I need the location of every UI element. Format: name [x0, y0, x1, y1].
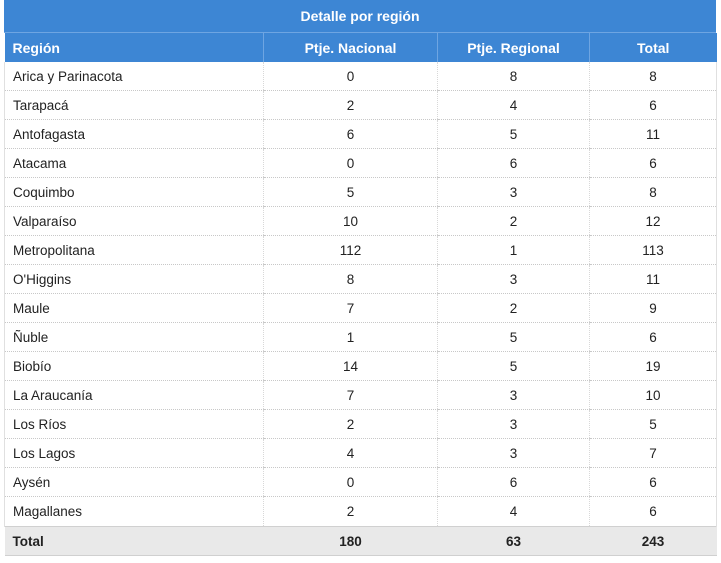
ptje-regional-cell: 3 — [437, 264, 590, 294]
region-name-cell: Aysén — [4, 467, 264, 497]
ptje-nacional-cell: 2 — [263, 496, 438, 527]
total-label: Total — [4, 526, 264, 556]
region-name-cell: Maule — [4, 293, 264, 323]
region-name-cell: Atacama — [4, 148, 264, 178]
ptje-regional-cell: 4 — [437, 90, 590, 120]
ptje-nacional-cell: 2 — [263, 90, 438, 120]
column-header-total[interactable]: Total — [589, 33, 717, 62]
region-name-cell: Biobío — [4, 351, 264, 381]
ptje-regional-cell: 3 — [437, 438, 590, 468]
ptje-nacional-cell: 10 — [263, 206, 438, 236]
ptje-nacional-cell: 1 — [263, 322, 438, 352]
table-row: Los Ríos 2 3 5 — [4, 409, 717, 439]
region-name-cell: Antofagasta — [4, 119, 264, 149]
table-title: Detalle por región — [4, 0, 716, 33]
ptje-regional-cell: 2 — [437, 206, 590, 236]
ptje-regional-cell: 3 — [437, 380, 590, 410]
total-ptje-nacional: 180 — [263, 526, 438, 556]
ptje-nacional-cell: 0 — [263, 148, 438, 178]
total-cell: 19 — [589, 351, 717, 381]
total-cell: 6 — [589, 148, 717, 178]
ptje-nacional-cell: 0 — [263, 467, 438, 497]
header-row: Región Ptje. Nacional Ptje. Regional Tot… — [4, 33, 717, 62]
ptje-nacional-cell: 6 — [263, 119, 438, 149]
column-header-ptje-nacional[interactable]: Ptje. Nacional — [263, 33, 438, 62]
ptje-regional-cell: 8 — [437, 62, 590, 91]
region-name-cell: Ñuble — [4, 322, 264, 352]
total-ptje-regional: 63 — [437, 526, 590, 556]
region-name-cell: La Araucanía — [4, 380, 264, 410]
total-total: 243 — [589, 526, 717, 556]
table-row: Antofagasta 6 5 11 — [4, 119, 717, 149]
ptje-regional-cell: 5 — [437, 119, 590, 149]
table-row: Metropolitana 112 1 113 — [4, 235, 717, 265]
total-cell: 8 — [589, 62, 717, 91]
region-name-cell: Los Lagos — [4, 438, 264, 468]
region-name-cell: Tarapacá — [4, 90, 264, 120]
table-row: Maule 7 2 9 — [4, 293, 717, 323]
ptje-regional-cell: 3 — [437, 177, 590, 207]
total-cell: 12 — [589, 206, 717, 236]
total-cell: 6 — [589, 467, 717, 497]
table-row: Coquimbo 5 3 8 — [4, 177, 717, 207]
ptje-nacional-cell: 7 — [263, 380, 438, 410]
table-row: Tarapacá 2 4 6 — [4, 90, 717, 120]
column-header-region[interactable]: Región — [4, 33, 264, 62]
total-cell: 7 — [589, 438, 717, 468]
total-cell: 6 — [589, 90, 717, 120]
ptje-regional-cell: 1 — [437, 235, 590, 265]
region-table: Región Ptje. Nacional Ptje. Regional Tot… — [4, 33, 717, 556]
table-row: Valparaíso 10 2 12 — [4, 206, 717, 236]
ptje-nacional-cell: 5 — [263, 177, 438, 207]
total-cell: 6 — [589, 322, 717, 352]
region-name-cell: Metropolitana — [4, 235, 264, 265]
region-name-cell: Valparaíso — [4, 206, 264, 236]
table-row: Atacama 0 6 6 — [4, 148, 717, 178]
table-row: O'Higgins 8 3 11 — [4, 264, 717, 294]
total-cell: 10 — [589, 380, 717, 410]
ptje-regional-cell: 2 — [437, 293, 590, 323]
ptje-nacional-cell: 2 — [263, 409, 438, 439]
total-row: Total 180 63 243 — [4, 526, 717, 556]
total-cell: 5 — [589, 409, 717, 439]
ptje-nacional-cell: 7 — [263, 293, 438, 323]
total-cell: 113 — [589, 235, 717, 265]
table-row: Ñuble 1 5 6 — [4, 322, 717, 352]
ptje-regional-cell: 5 — [437, 322, 590, 352]
table-body: Arica y Parinacota 0 8 8 Tarapacá 2 4 6 Antofaga… — [4, 62, 717, 527]
total-cell: 9 — [589, 293, 717, 323]
total-cell: 11 — [589, 119, 717, 149]
table-row: Magallanes 2 4 6 — [4, 496, 717, 527]
ptje-nacional-cell: 0 — [263, 62, 438, 91]
region-name-cell: O'Higgins — [4, 264, 264, 294]
region-name-cell: Coquimbo — [4, 177, 264, 207]
total-cell: 8 — [589, 177, 717, 207]
ptje-regional-cell: 4 — [437, 496, 590, 527]
region-name-cell: Magallanes — [4, 496, 264, 527]
total-cell: 11 — [589, 264, 717, 294]
table-row: La Araucanía 7 3 10 — [4, 380, 717, 410]
ptje-regional-cell: 6 — [437, 148, 590, 178]
table-row: Aysén 0 6 6 — [4, 467, 717, 497]
ptje-nacional-cell: 8 — [263, 264, 438, 294]
region-name-cell: Los Ríos — [4, 409, 264, 439]
ptje-regional-cell: 6 — [437, 467, 590, 497]
ptje-nacional-cell: 112 — [263, 235, 438, 265]
column-header-ptje-regional[interactable]: Ptje. Regional — [437, 33, 590, 62]
region-name-cell: Arica y Parinacota — [4, 62, 264, 91]
ptje-regional-cell: 3 — [437, 409, 590, 439]
total-cell: 6 — [589, 496, 717, 527]
table-row: Los Lagos 4 3 7 — [4, 438, 717, 468]
ptje-nacional-cell: 4 — [263, 438, 438, 468]
ptje-nacional-cell: 14 — [263, 351, 438, 381]
region-table-widget: Detalle por región Región Ptje. Nacional… — [4, 0, 717, 556]
table-row: Biobío 14 5 19 — [4, 351, 717, 381]
ptje-regional-cell: 5 — [437, 351, 590, 381]
table-row: Arica y Parinacota 0 8 8 — [4, 62, 717, 91]
